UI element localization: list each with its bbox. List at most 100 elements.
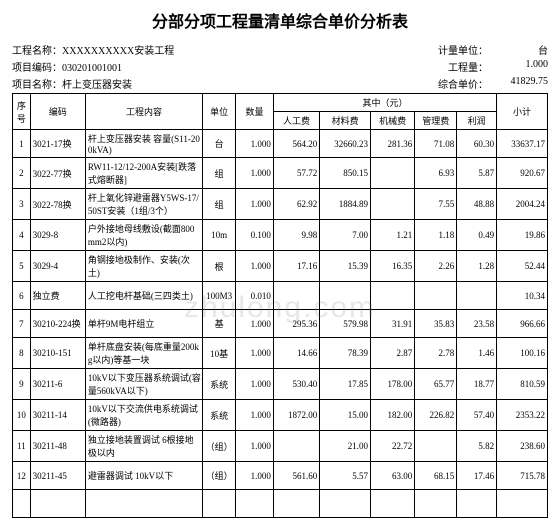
cell-unit: 基 bbox=[203, 310, 236, 338]
cell-desc: 人工挖电杆基础(三四类土) bbox=[85, 282, 202, 310]
cell-profit: 18.77 bbox=[457, 369, 497, 400]
cell-labor bbox=[273, 282, 319, 310]
cell-code: 3022-78换 bbox=[30, 189, 85, 220]
cell-desc: 户外接地母线敷设(截面800mm2以内) bbox=[85, 220, 202, 251]
cell-qty: 1.000 bbox=[236, 431, 274, 462]
cell-mgmt: 226.82 bbox=[415, 400, 457, 431]
th-profit: 利润 bbox=[457, 112, 497, 130]
cell-unit: 10基 bbox=[203, 338, 236, 369]
meta-row-3: 项目名称：杆上变压器安装 综合单价： 41829.75 bbox=[12, 76, 548, 91]
cell-desc: 独立接地装置调试 6根接地极以内 bbox=[85, 431, 202, 462]
cell-mach bbox=[371, 282, 415, 310]
cell-profit: 57.40 bbox=[457, 400, 497, 431]
cell-mach: 31.91 bbox=[371, 310, 415, 338]
cell-mach: 63.00 bbox=[371, 462, 415, 490]
cell-profit: 48.88 bbox=[457, 189, 497, 220]
cell-seq: 4 bbox=[13, 220, 31, 251]
cell-labor: 17.16 bbox=[273, 251, 319, 282]
cell-profit: 17.46 bbox=[457, 462, 497, 490]
table-row: 43029-8户外接地母线敷设(截面800mm2以内)10m0.1009.987… bbox=[13, 220, 548, 251]
th-breakdown: 其中（元） bbox=[273, 94, 496, 112]
cell-mgmt bbox=[415, 490, 457, 518]
cell-mat: 17.85 bbox=[320, 369, 371, 400]
unit-label: 计量单位： bbox=[438, 42, 488, 57]
cell-labor: 62.92 bbox=[273, 189, 319, 220]
table-row bbox=[13, 490, 548, 518]
cell-unit bbox=[203, 490, 236, 518]
item-label: 项目名称： bbox=[12, 76, 62, 91]
meta-row-1: 工程名称：XXXXXXXXXX安装工程 计量单位： 台 bbox=[12, 42, 548, 57]
cell-sub: 2004.24 bbox=[497, 189, 548, 220]
cell-qty: 1.000 bbox=[236, 338, 274, 369]
cell-mat: 32660.23 bbox=[320, 130, 371, 158]
cell-unit: （组） bbox=[203, 462, 236, 490]
table-row: 1130211-48独立接地装置调试 6根接地极以内（组）1.00021.002… bbox=[13, 431, 548, 462]
cell-qty: 1.000 bbox=[236, 400, 274, 431]
table-row: 730210-224换单杆9M电杆组立基1.000295.36579.9831.… bbox=[13, 310, 548, 338]
cell-mach bbox=[371, 189, 415, 220]
th-unit: 单位 bbox=[203, 94, 236, 130]
cell-sub: 715.78 bbox=[497, 462, 548, 490]
table-row: 1230211-45避雷器调试 10kV以下（组）1.000561.605.57… bbox=[13, 462, 548, 490]
cell-sub: 238.60 bbox=[497, 431, 548, 462]
cell-labor: 564.20 bbox=[273, 130, 319, 158]
cell-desc: 10kV以下变压器系统调试(容量560kVA以下) bbox=[85, 369, 202, 400]
qty-label: 工程量： bbox=[448, 59, 488, 74]
cell-mach: 281.36 bbox=[371, 130, 415, 158]
cell-labor bbox=[273, 431, 319, 462]
table-row: 23022-77换RW11-12/12-200A安装[跌落式熔断器]组1.000… bbox=[13, 158, 548, 189]
cell-qty: 0.010 bbox=[236, 282, 274, 310]
cell-mat: 15.39 bbox=[320, 251, 371, 282]
cell-labor: 561.60 bbox=[273, 462, 319, 490]
cell-labor: 295.36 bbox=[273, 310, 319, 338]
cell-sub: 100.16 bbox=[497, 338, 548, 369]
cell-code: 3021-17换 bbox=[30, 130, 85, 158]
cell-profit: 23.58 bbox=[457, 310, 497, 338]
cell-seq: 9 bbox=[13, 369, 31, 400]
cell-code bbox=[30, 490, 85, 518]
code-label: 项目编码： bbox=[12, 59, 62, 74]
cell-sub bbox=[497, 490, 548, 518]
detail-table: 序号 编码 工程内容 单位 数量 其中（元） 小计 人工费 材料费 机械费 管理… bbox=[12, 93, 548, 518]
cell-code: 独立费 bbox=[30, 282, 85, 310]
cell-unit: 台 bbox=[203, 130, 236, 158]
th-qty: 数量 bbox=[236, 94, 274, 130]
th-desc: 工程内容 bbox=[85, 94, 202, 130]
qty-value: 1.000 bbox=[488, 59, 548, 74]
cell-labor: 9.98 bbox=[273, 220, 319, 251]
price-label: 综合单价： bbox=[438, 76, 488, 91]
cell-code: 30211-6 bbox=[30, 369, 85, 400]
cell-mat: 21.00 bbox=[320, 431, 371, 462]
cell-seq: 11 bbox=[13, 431, 31, 462]
cell-code: 3029-8 bbox=[30, 220, 85, 251]
cell-unit: 系统 bbox=[203, 369, 236, 400]
cell-mach: 1.21 bbox=[371, 220, 415, 251]
table-row: 830210-151单杆底盘安装(每底重量200kg以内)等基一块10基1.00… bbox=[13, 338, 548, 369]
cell-profit: 60.30 bbox=[457, 130, 497, 158]
cell-sub: 966.66 bbox=[497, 310, 548, 338]
cell-sub: 19.86 bbox=[497, 220, 548, 251]
cell-code: 30211-48 bbox=[30, 431, 85, 462]
cell-mgmt: 1.18 bbox=[415, 220, 457, 251]
cell-mat: 579.98 bbox=[320, 310, 371, 338]
project-value: XXXXXXXXXX安装工程 bbox=[62, 42, 174, 57]
table-row: 33022-78换杆上氧化锌避雷器Y5WS-17/50ST安装（1组/3个）组1… bbox=[13, 189, 548, 220]
cell-mach: 16.35 bbox=[371, 251, 415, 282]
cell-code: 3029-4 bbox=[30, 251, 85, 282]
th-mgmt: 管理费 bbox=[415, 112, 457, 130]
cell-seq: 5 bbox=[13, 251, 31, 282]
cell-profit: 0.49 bbox=[457, 220, 497, 251]
cell-unit: 根 bbox=[203, 251, 236, 282]
cell-desc: 避雷器调试 10kV以下 bbox=[85, 462, 202, 490]
cell-mgmt: 2.26 bbox=[415, 251, 457, 282]
cell-seq: 7 bbox=[13, 310, 31, 338]
cell-profit bbox=[457, 490, 497, 518]
cell-qty: 1.000 bbox=[236, 251, 274, 282]
th-labor: 人工费 bbox=[273, 112, 319, 130]
cell-qty: 1.000 bbox=[236, 130, 274, 158]
cell-mgmt bbox=[415, 282, 457, 310]
table-row: 6独立费人工挖电杆基础(三四类土)100M30.01010.34 bbox=[13, 282, 548, 310]
cell-code: 30210-224换 bbox=[30, 310, 85, 338]
cell-sub: 810.59 bbox=[497, 369, 548, 400]
th-code: 编码 bbox=[30, 94, 85, 130]
